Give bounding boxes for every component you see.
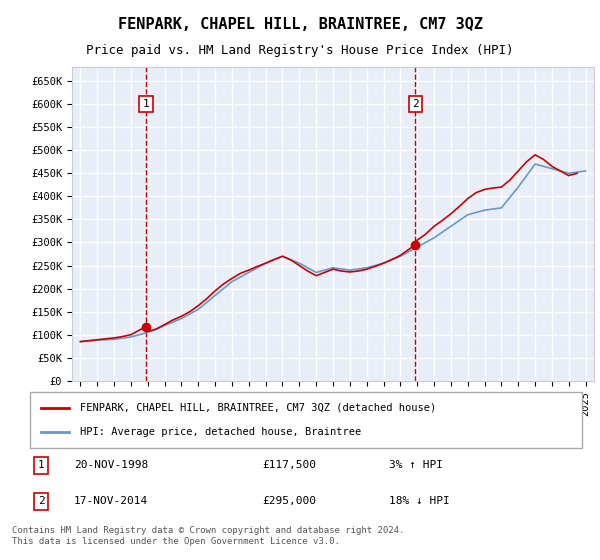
Text: 20-NOV-1998: 20-NOV-1998 xyxy=(74,460,148,470)
Text: £117,500: £117,500 xyxy=(262,460,316,470)
Text: HPI: Average price, detached house, Braintree: HPI: Average price, detached house, Brai… xyxy=(80,427,361,437)
Text: 1: 1 xyxy=(38,460,44,470)
Text: FENPARK, CHAPEL HILL, BRAINTREE, CM7 3QZ (detached house): FENPARK, CHAPEL HILL, BRAINTREE, CM7 3QZ… xyxy=(80,403,436,413)
Text: 3% ↑ HPI: 3% ↑ HPI xyxy=(389,460,443,470)
Text: Contains HM Land Registry data © Crown copyright and database right 2024.
This d: Contains HM Land Registry data © Crown c… xyxy=(12,526,404,546)
Text: 18% ↓ HPI: 18% ↓ HPI xyxy=(389,496,449,506)
Text: 17-NOV-2014: 17-NOV-2014 xyxy=(74,496,148,506)
Text: 2: 2 xyxy=(38,496,44,506)
Text: 2: 2 xyxy=(412,99,419,109)
Text: 1: 1 xyxy=(143,99,149,109)
Text: FENPARK, CHAPEL HILL, BRAINTREE, CM7 3QZ: FENPARK, CHAPEL HILL, BRAINTREE, CM7 3QZ xyxy=(118,17,482,32)
FancyBboxPatch shape xyxy=(30,392,582,448)
Text: Price paid vs. HM Land Registry's House Price Index (HPI): Price paid vs. HM Land Registry's House … xyxy=(86,44,514,57)
Text: £295,000: £295,000 xyxy=(262,496,316,506)
